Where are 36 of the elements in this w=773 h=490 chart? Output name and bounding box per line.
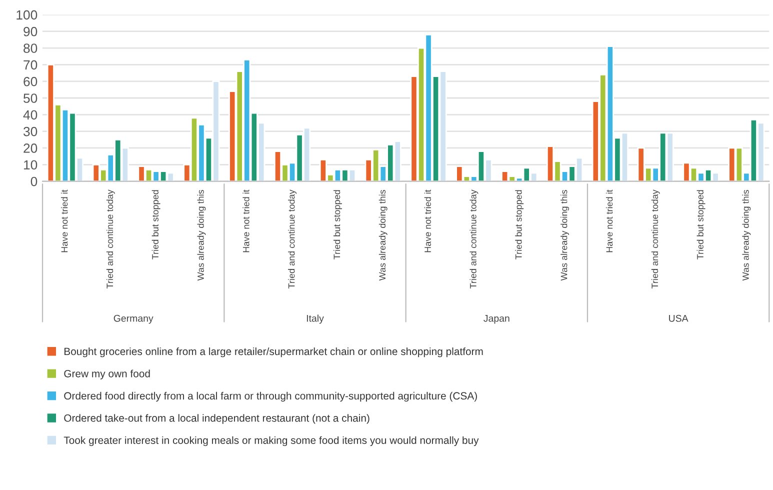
x-tick-label: Tried but stopped: [152, 190, 160, 260]
legend-label: Bought groceries online from a large retailer/supermarket chain or online shopping platform: [64, 347, 483, 358]
x-tick-label: Was already doing this: [742, 190, 751, 281]
y-tick-label: 90: [24, 26, 38, 36]
x-tick-label: Have not tried it: [61, 190, 68, 252]
x-tick-label: Tried but stopped: [515, 190, 524, 260]
x-tick-label: Was already doing this: [378, 190, 388, 281]
text: Japan: [484, 314, 510, 324]
text: Italy: [306, 314, 324, 324]
y-tick-label: 40: [23, 110, 38, 120]
y-tick-label: 80: [24, 44, 38, 53]
x-tick-label: Tried and continue today: [288, 190, 296, 288]
legend-label: Grew my own food: [64, 370, 150, 380]
x-tick-label: Tried but stopped: [333, 190, 342, 260]
x-tick-label: Tried and continue today: [651, 190, 660, 288]
legend-label: Ordered take-out from a local independent restaurant (not a chain): [64, 414, 370, 424]
y-tick-label: 20: [24, 144, 38, 153]
x-tick-label: Have not tried it: [606, 190, 613, 252]
x-tick-label: Tried and continue today: [470, 190, 478, 288]
text: Germany: [114, 314, 154, 324]
text: USA: [669, 314, 688, 322]
x-tick-label: Tried but stopped: [696, 190, 706, 260]
legend-label: Took greater interest in cooking meals or making some food items you would normally buy: [64, 436, 479, 446]
x-tick-label: Have not tried it: [424, 190, 431, 252]
x-tick-label: Tried and continue today: [106, 190, 115, 288]
legend-label: Ordered food directly from a local farm or through community-supported agriculture (CSA): [64, 392, 477, 402]
y-tick-label: 10: [24, 160, 38, 170]
x-tick-label: Was already doing this: [560, 190, 569, 281]
x-tick-label: Have not tried it: [242, 190, 250, 252]
y-tick-label: 60: [24, 76, 38, 86]
y-tick-label: 100: [16, 10, 38, 20]
y-tick-label: 70: [24, 60, 38, 70]
x-tick-label: Was already doing this: [197, 190, 206, 281]
y-tick-label: 0: [30, 176, 38, 186]
y-tick-label: 30: [23, 126, 38, 136]
y-tick-label: 50: [24, 94, 38, 103]
